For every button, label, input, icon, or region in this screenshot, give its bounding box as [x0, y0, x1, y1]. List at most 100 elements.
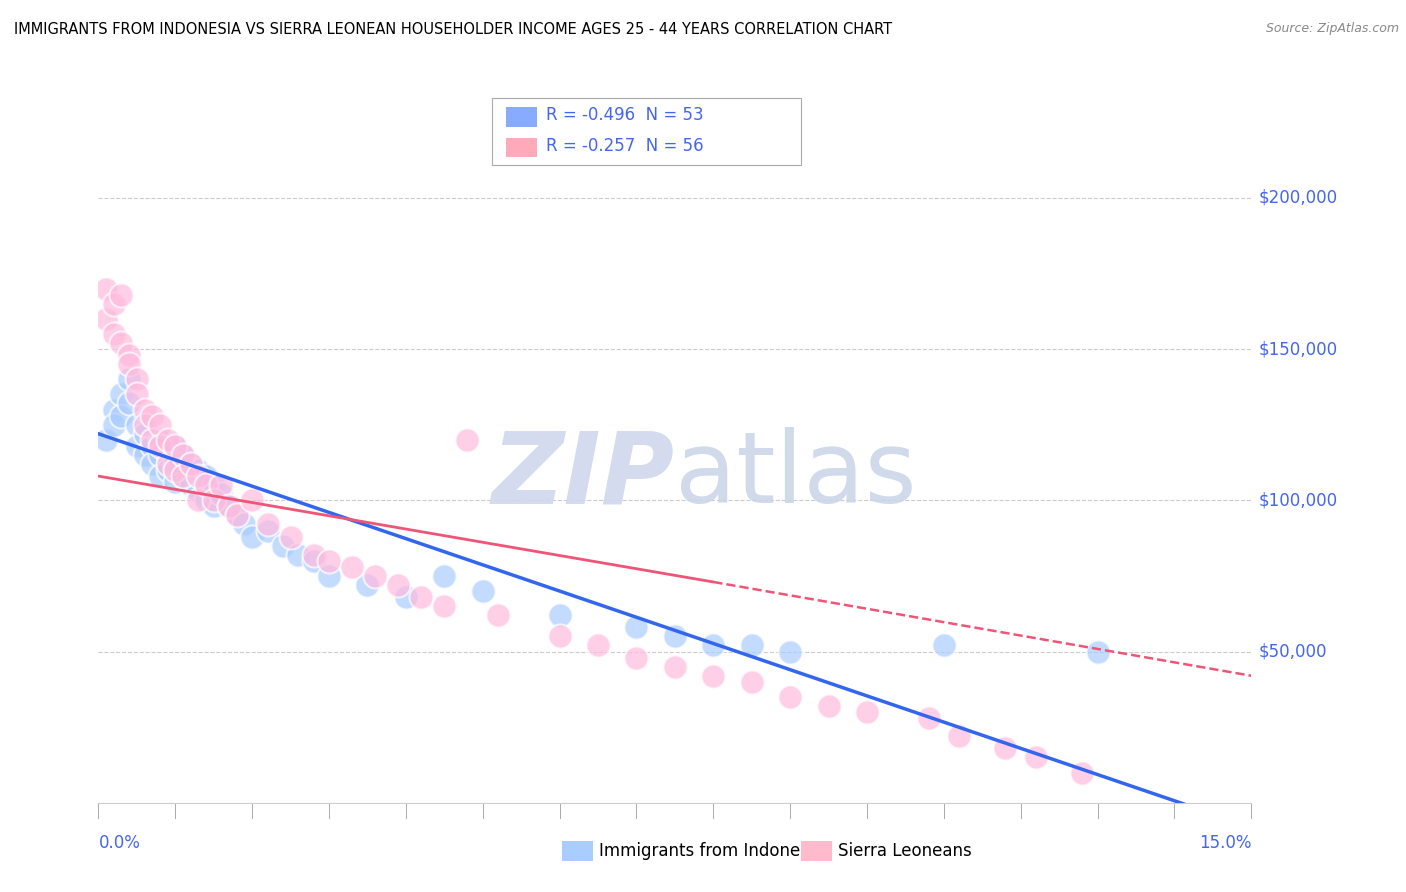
Point [271, 539, 294, 553]
Point [172, 448, 194, 462]
Point [187, 469, 209, 483]
Point [195, 478, 218, 492]
Point [779, 690, 801, 704]
Point [187, 463, 209, 477]
Point [118, 357, 141, 371]
Point [433, 599, 456, 614]
Point [411, 590, 433, 604]
Text: IMMIGRANTS FROM INDONESIA VS SIERRA LEONEAN HOUSEHOLDER INCOME AGES 25 - 44 YEAR: IMMIGRANTS FROM INDONESIA VS SIERRA LEON… [14, 22, 893, 37]
Point [280, 530, 302, 544]
Point [134, 448, 156, 462]
Text: $50,000: $50,000 [1258, 642, 1327, 661]
Point [165, 457, 187, 471]
Point [149, 433, 172, 447]
Point [202, 500, 225, 514]
Text: R = -0.257  N = 56: R = -0.257 N = 56 [546, 136, 703, 155]
Point [156, 433, 179, 447]
Point [994, 741, 1017, 756]
Point [125, 372, 148, 386]
Text: atlas: atlas [675, 427, 917, 524]
Point [340, 559, 363, 574]
Text: R = -0.496  N = 53: R = -0.496 N = 53 [546, 106, 703, 125]
Point [218, 500, 240, 514]
Point [240, 530, 263, 544]
Point [125, 387, 148, 401]
Text: 0.0%: 0.0% [98, 834, 141, 852]
Point [94, 281, 117, 295]
Point [125, 417, 148, 432]
Point [548, 629, 571, 643]
Point [165, 463, 187, 477]
Point [94, 311, 117, 326]
Point [141, 457, 163, 471]
Point [917, 711, 939, 725]
Point [387, 578, 409, 592]
Text: 15.0%: 15.0% [1199, 834, 1251, 852]
Point [1025, 750, 1047, 764]
Point [156, 457, 179, 471]
Point [225, 508, 247, 523]
Point [149, 448, 172, 462]
Point [626, 620, 648, 634]
Point [118, 396, 141, 410]
Point [202, 493, 225, 508]
Point [240, 493, 263, 508]
Point [225, 508, 247, 523]
Point [456, 433, 478, 447]
Point [664, 659, 686, 673]
Point [149, 439, 172, 453]
Point [548, 608, 571, 623]
Point [586, 639, 609, 653]
Point [195, 493, 218, 508]
Point [395, 590, 418, 604]
Point [702, 639, 724, 653]
Point [141, 439, 163, 453]
Point [187, 484, 209, 499]
Point [664, 629, 686, 643]
Text: ZIP: ZIP [492, 427, 675, 524]
Point [471, 584, 494, 599]
Point [256, 524, 278, 538]
Point [433, 569, 456, 583]
Point [932, 639, 955, 653]
Point [172, 448, 194, 462]
Point [195, 469, 218, 483]
Point [817, 698, 839, 713]
Point [356, 578, 378, 592]
Point [233, 517, 256, 532]
Text: $200,000: $200,000 [1258, 189, 1337, 207]
Point [702, 669, 724, 683]
Point [110, 287, 132, 301]
Point [302, 548, 325, 562]
Point [172, 469, 194, 483]
Point [741, 674, 763, 689]
Point [180, 478, 202, 492]
Point [486, 608, 509, 623]
Point [256, 517, 278, 532]
Point [1071, 765, 1094, 780]
Point [856, 705, 879, 719]
Point [103, 402, 125, 417]
Point [209, 487, 232, 501]
Point [626, 650, 648, 665]
Point [165, 439, 187, 453]
Point [103, 326, 125, 341]
Point [165, 475, 187, 490]
Point [118, 372, 141, 386]
Point [172, 469, 194, 483]
Point [165, 439, 187, 453]
Point [134, 417, 156, 432]
Text: Immigrants from Indonesia: Immigrants from Indonesia [599, 842, 824, 860]
Point [180, 457, 202, 471]
Point [156, 463, 179, 477]
Point [302, 554, 325, 568]
Point [134, 402, 156, 417]
Point [110, 409, 132, 423]
Point [156, 448, 179, 462]
Point [149, 469, 172, 483]
Point [110, 387, 132, 401]
Point [948, 729, 970, 743]
Point [318, 554, 340, 568]
Point [103, 296, 125, 310]
Point [364, 569, 387, 583]
